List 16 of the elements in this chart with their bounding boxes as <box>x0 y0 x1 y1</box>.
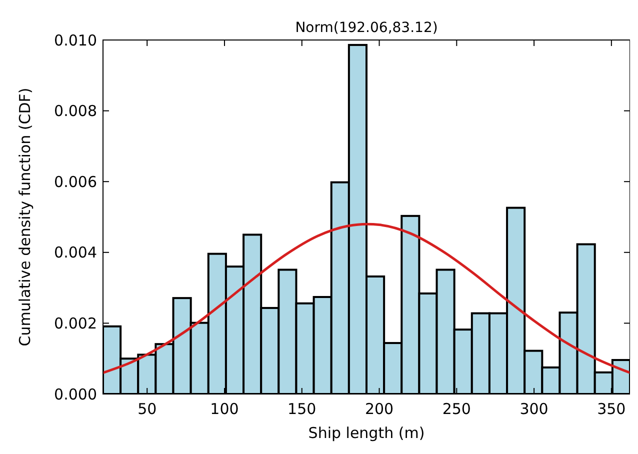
x-tick-label: 150 <box>288 400 316 418</box>
x-tick-label: 50 <box>138 400 157 418</box>
y-tick-label: 0.006 <box>54 172 97 191</box>
y-tick-label: 0.008 <box>54 102 97 120</box>
x-tick-label: 200 <box>364 400 394 418</box>
x-tick-label: 100 <box>210 400 239 418</box>
x-tick-label: 250 <box>442 400 471 418</box>
x-tick-label: 350 <box>597 400 626 418</box>
y-tick-label: 0.004 <box>54 244 97 262</box>
y-tick-label: 0.002 <box>54 314 97 332</box>
chart-title: Norm(192.06,83.12) <box>295 20 438 36</box>
y-tick-label: 0.000 <box>54 385 97 404</box>
x-tick-label: 300 <box>520 400 548 418</box>
x-axis-title: Ship length (m) <box>308 424 425 442</box>
y-axis-title: Cumulative density function (CDF) <box>16 88 34 346</box>
y-tick-label: 0.010 <box>54 31 97 50</box>
